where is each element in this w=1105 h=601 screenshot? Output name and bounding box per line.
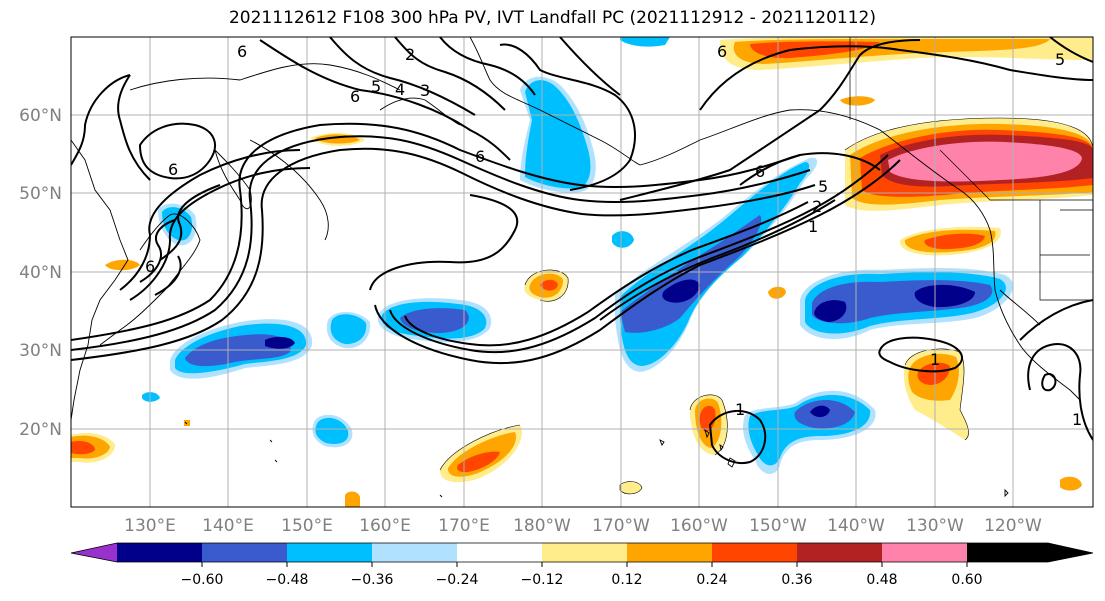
contour-label: 5 (1055, 50, 1065, 69)
lon-tick-label: 140°E (202, 516, 254, 536)
contour-label: 6 (350, 87, 360, 106)
lat-tick-label: 20°N (19, 420, 62, 440)
lat-tick-label: 60°N (19, 106, 62, 126)
lon-tick-label: 180°W (513, 516, 571, 536)
contour-label: 6 (717, 42, 727, 61)
ivt-shading (71, 37, 1093, 507)
colorbar-label: 0.12 (611, 572, 642, 588)
contour-label: 2 (405, 45, 415, 64)
contour-label: 3 (420, 81, 430, 100)
colorbar-label: −0.36 (351, 572, 394, 588)
shading-edges (439, 117, 1093, 495)
colorbar-label: 0.24 (696, 572, 727, 588)
contour-label: 1 (808, 217, 818, 236)
lon-tick-label: 170°W (592, 516, 650, 536)
contour-label: 1 (1072, 410, 1082, 429)
lon-tick-label: 150°W (749, 516, 807, 536)
lon-tick-label: 120°W (984, 516, 1042, 536)
colorbar-label: 0.60 (951, 572, 982, 588)
contour-label: 4 (395, 80, 405, 99)
contour-label: 1 (930, 350, 940, 369)
colorbar-label: −0.12 (521, 572, 564, 588)
colorbar-label: −0.48 (266, 572, 309, 588)
contour-label-group: 6 6 5 4 3 2 6 6 6 6 6 5 2 1 5 1 1 1 (145, 42, 1082, 429)
lon-tick-label: 140°W (827, 516, 885, 536)
map-panel: 6 6 5 4 3 2 6 6 6 6 6 5 2 1 5 1 1 1 (71, 37, 1093, 507)
colorbar-segment (117, 543, 202, 562)
colorbar-label: −0.24 (436, 572, 479, 588)
pv-contours (71, 37, 1093, 464)
gridlines (71, 37, 1093, 507)
colorbar-extend-min (71, 543, 117, 562)
contour-label: 1 (735, 400, 745, 419)
lon-tick-label: 160°W (670, 516, 728, 536)
longitude-labels: 130°E 140°E 150°E 160°E 170°E 180°W 170°… (124, 516, 1042, 536)
colorbar-segment (882, 543, 967, 562)
colorbar-segment (202, 543, 287, 562)
lon-tick-label: 160°E (359, 516, 411, 536)
lat-tick-label: 40°N (19, 263, 62, 283)
coastlines (71, 37, 1081, 498)
colorbar: −0.60 −0.48 −0.36 −0.24 −0.12 0.12 0.24 … (70, 542, 1094, 588)
colorbar-label: 0.48 (866, 572, 897, 588)
contour-label: 6 (145, 257, 155, 276)
colorbar-labels: −0.60 −0.48 −0.36 −0.24 −0.12 0.12 0.24 … (181, 572, 983, 588)
contour-label: 5 (371, 77, 381, 96)
colorbar-segment (457, 543, 542, 562)
lat-tick-label: 30°N (19, 341, 62, 361)
lat-tick-label: 50°N (19, 184, 62, 204)
colorbar-label: 0.36 (781, 572, 812, 588)
map-title: 2021112612 F108 300 hPa PV, IVT Landfall… (228, 8, 876, 28)
lon-tick-label: 130°W (906, 516, 964, 536)
colorbar-extend-max (967, 543, 1093, 562)
colorbar-segment (627, 543, 712, 562)
colorbar-label: −0.60 (181, 572, 224, 588)
lon-tick-label: 150°E (281, 516, 333, 536)
colorbar-outline (70, 542, 1094, 563)
contour-label: 6 (237, 42, 247, 61)
contour-label: 2 (812, 197, 822, 216)
contour-label: 6 (475, 147, 485, 166)
contour-label: 6 (755, 162, 765, 181)
colorbar-segment (712, 543, 797, 562)
colorbar-segment (542, 543, 627, 562)
colorbar-ticks (201, 562, 968, 567)
contour-label: 6 (168, 160, 178, 179)
contour-label: 5 (818, 177, 828, 196)
colorbar-segment (287, 543, 372, 562)
colorbar-segment (372, 543, 457, 562)
lon-tick-label: 170°E (438, 516, 490, 536)
colorbar-segment (797, 543, 882, 562)
map-frame (70, 36, 1094, 508)
political-borders (849, 37, 1093, 301)
latitude-labels: 60°N 50°N 40°N 30°N 20°N (19, 106, 62, 440)
lon-tick-label: 130°E (124, 516, 176, 536)
